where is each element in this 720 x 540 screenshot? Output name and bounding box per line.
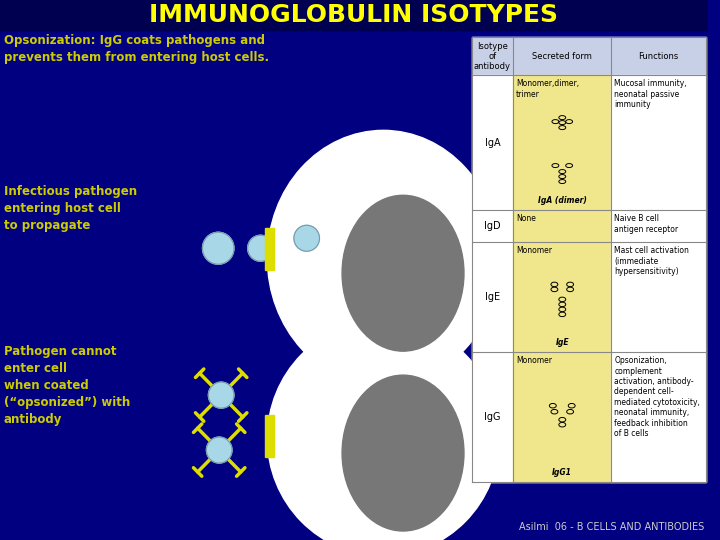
Text: IgE: IgE <box>485 292 500 302</box>
Text: Naive B cell
antigen receptor: Naive B cell antigen receptor <box>614 214 678 234</box>
Bar <box>513 352 611 482</box>
Text: Infectious pathogen
entering host cell
to propagate: Infectious pathogen entering host cell t… <box>4 185 137 232</box>
Text: IgD: IgD <box>484 221 501 231</box>
Bar <box>611 242 706 352</box>
Text: Opsonization,
complement
activation, antibody-
dependent cell-
mediated cytotoxi: Opsonization, complement activation, ant… <box>614 356 701 438</box>
Text: IgA: IgA <box>485 138 500 148</box>
Bar <box>513 210 611 242</box>
Text: Monomer: Monomer <box>516 246 552 255</box>
Text: Asilmi  06 - B CELLS AND ANTIBODIES: Asilmi 06 - B CELLS AND ANTIBODIES <box>518 522 704 532</box>
Bar <box>0 1 708 30</box>
Text: Functions: Functions <box>639 52 679 61</box>
Text: Isotype
of
antibody: Isotype of antibody <box>474 42 511 71</box>
Bar <box>472 37 706 76</box>
Text: Opsonization: IgG coats pathogens and
prevents them from entering host cells.: Opsonization: IgG coats pathogens and pr… <box>4 35 269 64</box>
Bar <box>472 76 513 210</box>
Bar <box>472 210 513 242</box>
Text: Pathogen cannot
enter cell
when coated
(“opsonized”) with
antibody: Pathogen cannot enter cell when coated (… <box>4 345 130 426</box>
Text: IgE: IgE <box>555 338 569 347</box>
Text: Monomer,dimer,
trimer: Monomer,dimer, trimer <box>516 79 579 99</box>
Circle shape <box>207 437 232 463</box>
Bar <box>472 352 513 482</box>
Circle shape <box>294 225 320 251</box>
Circle shape <box>248 235 274 261</box>
Text: IgG1: IgG1 <box>552 468 572 477</box>
Circle shape <box>202 232 234 264</box>
Bar <box>611 76 706 210</box>
Ellipse shape <box>267 130 500 386</box>
Text: Monomer: Monomer <box>516 356 552 365</box>
Bar <box>266 228 274 270</box>
Text: Secreted form: Secreted form <box>532 52 593 61</box>
Text: IgG: IgG <box>485 412 500 422</box>
Bar <box>266 415 274 457</box>
Bar <box>472 37 706 482</box>
Ellipse shape <box>342 375 464 531</box>
Ellipse shape <box>342 195 464 351</box>
Ellipse shape <box>267 320 500 540</box>
Bar <box>611 352 706 482</box>
Text: Mucosal immunity,
neonatal passive
immunity: Mucosal immunity, neonatal passive immun… <box>614 79 687 109</box>
Bar <box>513 76 611 210</box>
Text: Mast cell activation
(immediate
hypersensitivity): Mast cell activation (immediate hypersen… <box>614 246 689 276</box>
Circle shape <box>208 382 234 408</box>
Text: None: None <box>516 214 536 223</box>
Bar <box>472 242 513 352</box>
Bar <box>513 242 611 352</box>
Text: IMMUNOGLOBULIN ISOTYPES: IMMUNOGLOBULIN ISOTYPES <box>149 3 559 28</box>
Text: IgA (dimer): IgA (dimer) <box>538 196 587 205</box>
Bar <box>611 210 706 242</box>
